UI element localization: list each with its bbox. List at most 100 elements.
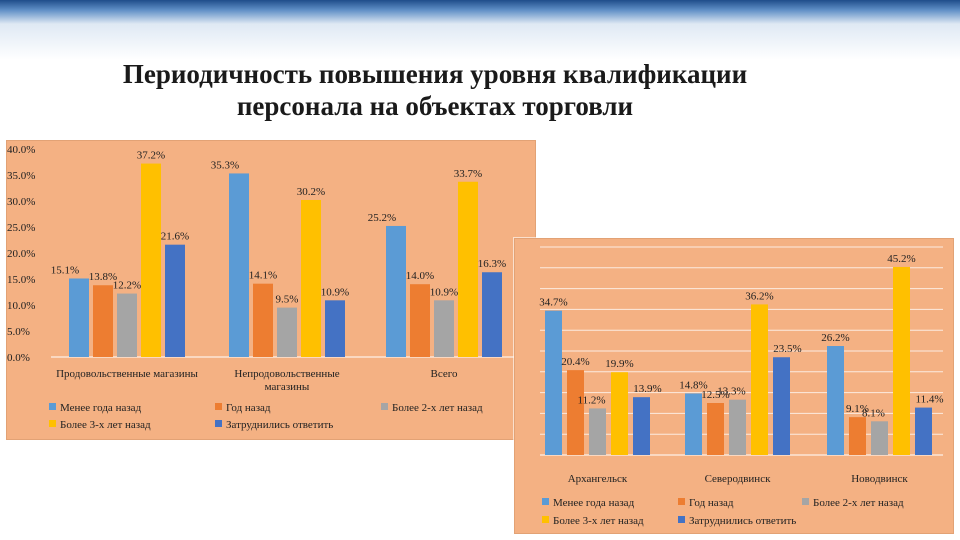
chart1-legend-label: Более 2-х лет назад: [392, 402, 483, 414]
chart1-y-tick-label: 15.0%: [7, 274, 35, 286]
chart1-data-label: 10.9%: [430, 286, 458, 298]
chart1-bar: [277, 307, 297, 357]
chart2-bar: [567, 370, 584, 455]
chart2-bar: [773, 357, 790, 455]
chart1-bar: [410, 284, 430, 357]
chart1-bar: [253, 283, 273, 357]
chart2-data-label: 23.5%: [773, 343, 801, 355]
chart2-data-label: 20.4%: [561, 356, 589, 368]
chart2-legend-label: Затруднились ответить: [689, 515, 796, 527]
chart1-category-label: Всего: [431, 368, 458, 380]
chart1-y-tick-label: 20.0%: [7, 248, 35, 260]
chart1-legend-label: Более 3-х лет назад: [60, 419, 151, 431]
chart1-y-tick-label: 10.0%: [7, 300, 35, 312]
chart1-legend-swatch: [49, 403, 56, 410]
chart1-bar: [229, 173, 249, 357]
chart1-legend-swatch: [49, 420, 56, 427]
chart1-bar: [482, 272, 502, 357]
chart1-bar: [301, 199, 321, 357]
chart1-data-label: 35.3%: [211, 159, 239, 171]
chart1-bar: [386, 225, 406, 357]
chart2-legend-label: Более 3-х лет назад: [553, 515, 644, 527]
chart2-category-label: Архангельск: [568, 473, 628, 485]
chart2-data-label: 14.8%: [679, 379, 707, 391]
chart1-legend-label: Менее года назад: [60, 402, 142, 414]
chart2-bar: [915, 407, 932, 455]
chart1-bar: [434, 300, 454, 357]
slide-title-line-1: Периодичность повышения уровня квалифика…: [122, 59, 748, 89]
chart1-data-label: 14.0%: [406, 270, 434, 282]
chart1-y-tick-label: 35.0%: [7, 170, 35, 182]
chart2-bar: [545, 310, 562, 455]
slide-title-line-2: персонала на объектах торговли: [236, 91, 634, 121]
chart2-data-label: 9.1%: [846, 403, 869, 415]
chart1-bar: [93, 285, 113, 357]
chart-by-store-type: 0.0% 5.0% 10.0% 15.0% 20.0% 25.0% 30.0% 35.0% 40…: [6, 140, 536, 440]
chart1-data-label: 10.9%: [321, 286, 349, 298]
chart1-data-label: 25.2%: [368, 212, 396, 224]
chart1-data-label: 30.2%: [297, 186, 325, 198]
chart2-bar: [751, 304, 768, 455]
chart2-legend-swatch: [802, 498, 809, 505]
chart-by-city-svg: 34.7% 20.4% 11.2% 19.9% 13.9% Архангельск 14.8…: [539, 246, 944, 527]
chart2-data-label: 36.2%: [745, 290, 773, 302]
chart2-data-label: 12.5%: [701, 389, 729, 401]
chart2-data-label: 11.2%: [577, 394, 605, 406]
slide-title: Периодичность повышения уровня квалифика…: [0, 58, 870, 122]
chart1-data-label: 14.1%: [249, 270, 277, 282]
chart1-bar: [165, 244, 185, 357]
chart2-data-label: 26.2%: [821, 332, 849, 344]
chart2-bar: [871, 421, 888, 455]
chart1-data-label: 21.6%: [161, 231, 189, 243]
chart1-data-label: 13.8%: [89, 271, 117, 283]
chart2-bar: [589, 408, 606, 455]
chart1-bar: [117, 293, 137, 357]
chart-by-store-type-svg: 0.0% 5.0% 10.0% 15.0% 20.0% 25.0% 30.0% 35.0% 40…: [7, 144, 527, 431]
chart2-legend-swatch: [542, 516, 549, 523]
chart2-data-label: 45.2%: [887, 253, 915, 265]
chart2-bar: [611, 372, 628, 455]
chart2-data-label: 13.9%: [633, 383, 661, 395]
chart2-data-label: 19.9%: [605, 358, 633, 370]
chart1-y-tick-label: 25.0%: [7, 222, 35, 234]
chart2-legend-label: Год назад: [689, 497, 734, 509]
chart1-data-label: 15.1%: [51, 264, 79, 276]
chart2-data-label: 8.1%: [862, 407, 885, 419]
chart1-data-label: 9.5%: [276, 294, 299, 306]
chart2-bar: [827, 346, 844, 455]
chart1-bar: [141, 163, 161, 357]
chart1-legend-label: Год назад: [226, 402, 271, 414]
chart1-bar: [325, 300, 345, 357]
chart2-data-label: 34.7%: [539, 297, 567, 309]
chart2-bar: [685, 393, 702, 455]
chart2-bar: [633, 397, 650, 455]
chart2-category-label: Северодвинск: [705, 473, 771, 485]
chart1-y-tick-label: 30.0%: [7, 196, 35, 208]
chart1-legend-swatch: [215, 403, 222, 410]
chart1-bar: [69, 278, 89, 357]
chart1-bar: [458, 181, 478, 357]
chart2-bar: [707, 403, 724, 455]
chart1-legend-swatch: [381, 403, 388, 410]
chart2-legend-swatch: [678, 516, 685, 523]
chart1-category-label: Непродовольственные: [234, 368, 339, 380]
chart2-legend-label: Менее года назад: [553, 497, 635, 509]
chart1-legend-label: Затруднились ответить: [226, 419, 333, 431]
chart2-category-label: Новодвинск: [851, 473, 908, 485]
chart1-data-label: 33.7%: [454, 168, 482, 180]
chart2-legend-swatch: [542, 498, 549, 505]
chart1-data-label: 37.2%: [137, 150, 165, 162]
chart1-category-label: Продовольственные магазины: [56, 368, 198, 380]
chart1-legend-swatch: [215, 420, 222, 427]
chart2-legend-swatch: [678, 498, 685, 505]
chart2-legend-label: Более 2-х лет назад: [813, 497, 904, 509]
chart-by-city: 34.7% 20.4% 11.2% 19.9% 13.9% Архангельск 14.8…: [514, 238, 954, 534]
chart1-data-label: 12.2%: [113, 280, 141, 292]
chart2-data-label: 11.4%: [915, 394, 943, 406]
chart1-y-tick-label: 0.0%: [7, 352, 30, 364]
chart1-y-tick-label: 40.0%: [7, 144, 35, 156]
chart2-bar: [849, 417, 866, 455]
chart1-y-tick-label: 5.0%: [7, 326, 30, 338]
chart2-data-label: 13.3%: [717, 386, 745, 398]
chart2-bar: [893, 266, 910, 455]
